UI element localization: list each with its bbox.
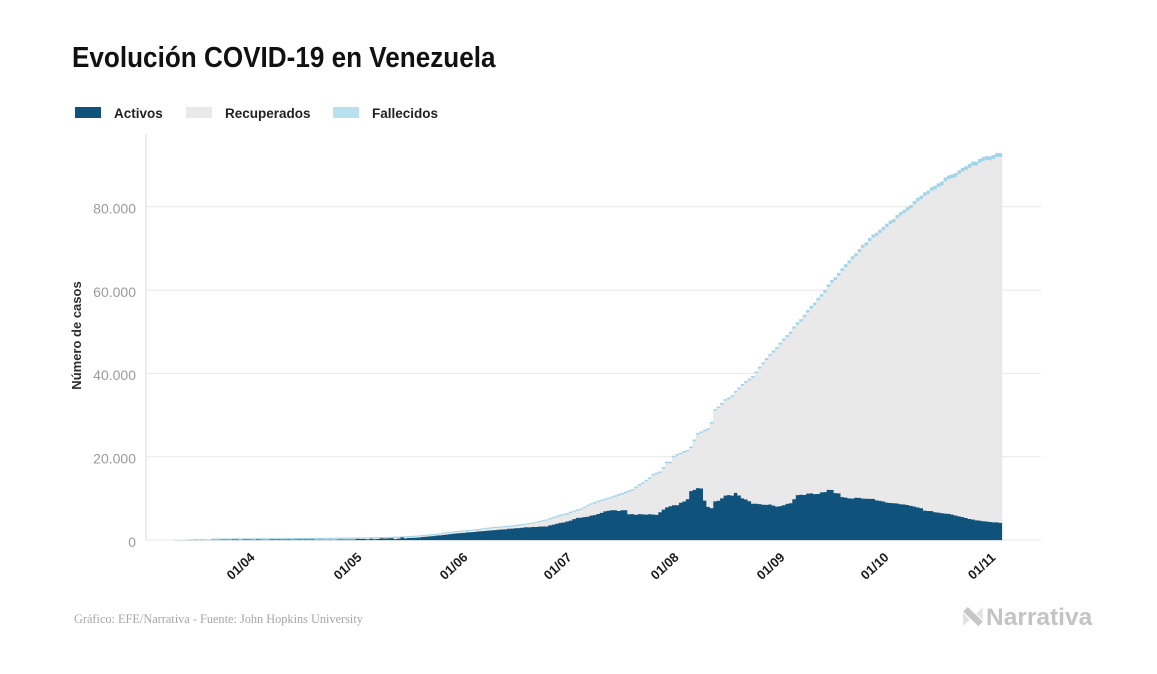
svg-text:01/05: 01/05 [331, 549, 365, 582]
svg-text:60.000: 60.000 [93, 284, 136, 300]
svg-text:0: 0 [128, 534, 136, 550]
svg-text:01/11: 01/11 [965, 550, 999, 583]
svg-text:01/09: 01/09 [754, 549, 788, 582]
svg-text:80.000: 80.000 [93, 201, 136, 217]
svg-text:01/06: 01/06 [437, 549, 471, 582]
svg-text:20.000: 20.000 [93, 451, 136, 467]
svg-text:40.000: 40.000 [93, 367, 136, 383]
svg-text:01/10: 01/10 [858, 549, 892, 582]
svg-text:01/07: 01/07 [541, 549, 575, 582]
svg-text:Número de casos: Número de casos [69, 281, 84, 389]
svg-text:01/04: 01/04 [224, 549, 259, 583]
svg-text:01/08: 01/08 [648, 549, 682, 582]
